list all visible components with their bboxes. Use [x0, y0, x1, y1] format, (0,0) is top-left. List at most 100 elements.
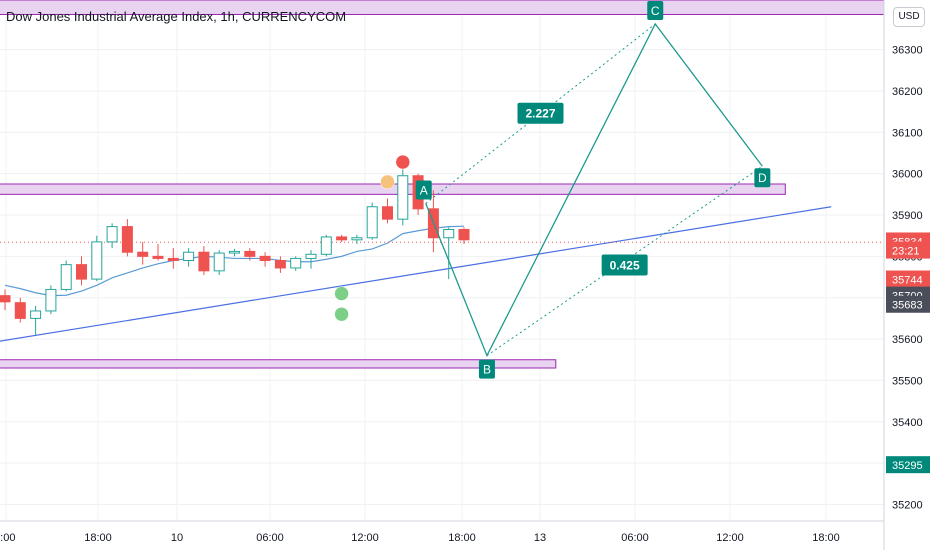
candle — [366, 202, 378, 240]
price-tag-bg — [886, 295, 930, 313]
candle-body — [229, 250, 240, 254]
candle-body — [290, 257, 302, 269]
time-tick-label: -:00 — [0, 532, 15, 544]
moving-average-line — [0, 225, 884, 297]
candle — [351, 234, 363, 244]
price-tag-label: 35744 — [892, 275, 923, 287]
candle-body — [244, 250, 256, 257]
signal-dot — [395, 154, 411, 170]
price-tick-label: 35900 — [892, 210, 923, 222]
signal-dot — [334, 286, 349, 301]
candle-body — [60, 264, 72, 290]
candle — [183, 248, 195, 267]
time-tick-label: 18:00 — [812, 532, 840, 544]
currency-button[interactable]: USD — [893, 7, 925, 27]
pattern-legs — [425, 22, 763, 358]
price-axis: 3520035300354003550035600357003580035900… — [883, 0, 932, 550]
candle-body — [351, 237, 363, 241]
ratio-label: 2.227 — [525, 107, 555, 121]
price-tag-bg — [886, 270, 930, 288]
candle-body — [91, 241, 103, 280]
pattern-point-a: A — [415, 180, 432, 200]
ma-polyline — [4, 225, 465, 297]
candle — [30, 305, 42, 335]
candle — [259, 252, 271, 267]
candle — [14, 297, 26, 323]
price-tick-label: 36100 — [892, 127, 923, 139]
pattern-point-b: B — [478, 359, 495, 379]
candle — [213, 250, 225, 275]
candle-body — [259, 255, 271, 262]
price-tag: 23:21 — [886, 241, 930, 259]
candle-body — [137, 251, 149, 257]
candle — [244, 248, 256, 261]
candle — [290, 256, 302, 271]
price-tick-label: 36200 — [892, 86, 923, 98]
candle-body — [45, 288, 57, 312]
price-tag: 35744 — [886, 270, 930, 288]
candle — [152, 243, 164, 261]
price-tick-label: 35500 — [892, 375, 923, 387]
candle — [121, 219, 133, 257]
candle-body — [213, 252, 225, 272]
candle — [91, 235, 103, 282]
time-axis: -:00 18:00 10 06:00 12:00 18:00 13 06:00 12:00 18… — [0, 520, 884, 544]
candle-body — [152, 255, 164, 259]
candle-body — [30, 310, 42, 319]
candle — [60, 260, 72, 292]
price-tag-bg — [886, 456, 930, 474]
candle-body — [458, 228, 470, 241]
candle-body — [0, 295, 11, 303]
candle — [397, 169, 409, 226]
pattern-label: D — [758, 171, 767, 185]
candle-body — [183, 251, 195, 262]
ratio-label: 0.425 — [610, 258, 640, 272]
pattern-label-bg — [754, 168, 771, 188]
candle — [458, 227, 470, 244]
candle — [382, 198, 393, 224]
candle-body — [198, 251, 210, 272]
ascending-trendline — [0, 206, 832, 342]
candle — [229, 248, 240, 257]
time-tick-label: 06:00 — [256, 532, 284, 544]
candle — [106, 223, 118, 249]
time-tick-label: 10 — [171, 532, 183, 544]
signal-markers — [334, 154, 411, 322]
time-tick-label: 12:00 — [716, 532, 744, 544]
price-tag-label: 23:21 — [892, 246, 920, 258]
pattern-ratio-line-bd — [486, 165, 763, 357]
pattern-label: A — [420, 183, 428, 197]
candle — [336, 234, 348, 242]
candle-body — [382, 206, 393, 220]
candle-body — [366, 206, 378, 239]
time-tick-label: 18:00 — [84, 532, 112, 544]
time-tick-label: 06:00 — [621, 532, 649, 544]
pattern-point-d: D — [754, 168, 771, 188]
resistance-zones — [0, 0, 885, 369]
time-tick-label: 18:00 — [448, 532, 476, 544]
candle — [45, 285, 57, 315]
signal-dot — [334, 307, 349, 322]
candle-body — [274, 260, 286, 269]
candle-body — [76, 264, 87, 280]
chart-title: Dow Jones Industrial Average Index, 1h, … — [6, 9, 347, 24]
candle-body — [397, 175, 409, 220]
signal-dot — [380, 174, 395, 190]
pattern-label-bg — [647, 0, 664, 20]
candle — [0, 289, 11, 311]
candle-body — [121, 226, 133, 253]
candle — [198, 246, 210, 275]
grid-lines — [0, 0, 884, 521]
pattern-label-bg — [415, 180, 432, 200]
ratio-badge-bg — [517, 102, 564, 124]
pattern-point-c: C — [647, 0, 664, 20]
price-tag: 35683 — [886, 295, 930, 313]
price-tick-label: 36000 — [892, 169, 923, 181]
candle — [274, 256, 286, 273]
candle-body — [14, 302, 26, 319]
price-tick-label: 35600 — [892, 334, 923, 346]
price-tag-label: 35295 — [892, 460, 923, 472]
candle — [137, 241, 149, 265]
price-tag-bg — [886, 241, 930, 259]
